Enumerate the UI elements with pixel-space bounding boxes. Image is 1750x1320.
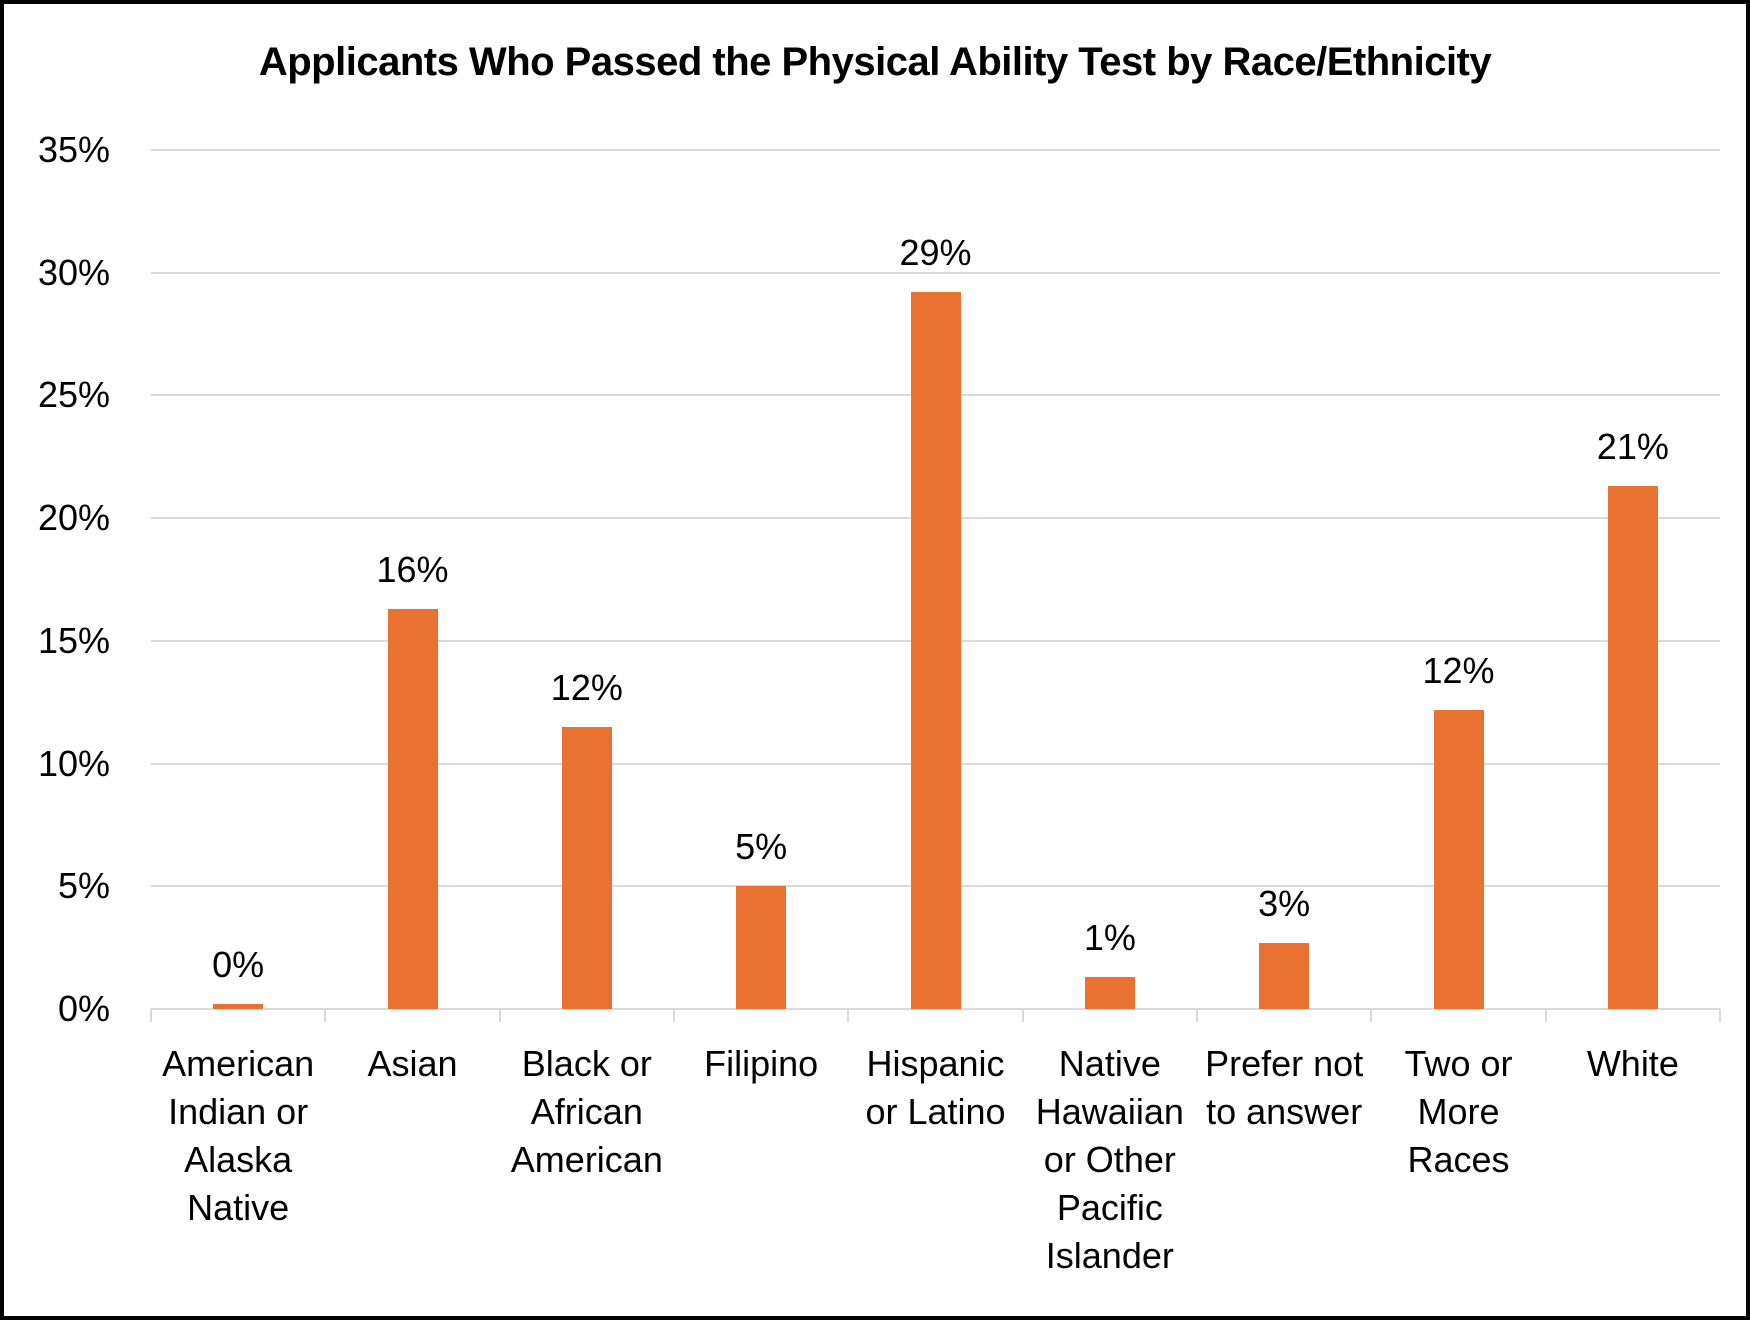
y-axis-tick-label: 0% — [57, 988, 110, 1029]
y-axis-tick-label: 15% — [37, 619, 110, 661]
y-axis-tick-label: 25% — [37, 374, 110, 416]
x-axis-tick — [1719, 1009, 1721, 1022]
bar-value-label: 21% — [1596, 426, 1669, 468]
x-axis-tick — [847, 1009, 850, 1022]
x-axis-category-label: Black or African American — [510, 1043, 663, 1180]
bar-value-label: 3% — [1258, 882, 1311, 924]
bar — [1084, 977, 1135, 1009]
x-axis-category-label: Asian — [367, 1043, 458, 1084]
bar — [213, 1004, 264, 1009]
x-axis-tick — [673, 1009, 675, 1022]
x-axis-tick — [1196, 1009, 1198, 1022]
y-axis-tick-label: 35% — [37, 129, 110, 170]
bar — [1259, 942, 1310, 1009]
gridline-30 — [151, 271, 1720, 274]
x-axis-tick — [1021, 1009, 1024, 1022]
bar-value-label: 16% — [376, 548, 449, 590]
bar — [1433, 709, 1484, 1009]
x-axis-category-label: Native Hawaiian or Other Pacific Islande… — [1035, 1043, 1184, 1276]
y-axis-tick-label: 5% — [57, 865, 110, 907]
x-axis-tick — [498, 1009, 501, 1022]
bar-value-label: 1% — [1083, 917, 1136, 959]
bar — [910, 292, 961, 1009]
x-axis-tick — [150, 1009, 152, 1022]
x-axis-category-label: Hispanic or Latino — [865, 1043, 1006, 1132]
bar-value-label: 12% — [1422, 649, 1495, 691]
x-axis-line — [151, 1008, 1720, 1010]
bar — [1607, 486, 1658, 1009]
chart-title: Applicants Who Passed the Physical Abili… — [258, 40, 1492, 84]
x-axis-tick — [324, 1009, 327, 1022]
bar — [736, 886, 787, 1009]
y-axis-tick-label: 10% — [37, 742, 110, 784]
bar-value-label: 29% — [899, 232, 972, 274]
bar — [387, 608, 438, 1009]
x-axis-category-label: American Indian or Alaska Native — [162, 1043, 315, 1228]
y-axis-tick-label: 20% — [37, 497, 110, 539]
x-axis-category-label: Filipino — [704, 1043, 819, 1084]
gridline-35 — [151, 149, 1720, 151]
bar — [561, 726, 612, 1009]
bar-value-label: 12% — [550, 666, 623, 708]
bar-value-label: 5% — [735, 826, 788, 868]
x-axis-tick — [1544, 1009, 1547, 1022]
x-axis-tick — [1370, 1009, 1373, 1022]
x-axis-category-label: White — [1586, 1043, 1679, 1084]
x-axis-category-label: Two or More Races — [1404, 1043, 1513, 1180]
bar-value-label: 0% — [212, 944, 265, 986]
x-axis-category-label: Prefer not to answer — [1205, 1043, 1364, 1132]
y-axis-tick-label: 30% — [37, 251, 110, 293]
